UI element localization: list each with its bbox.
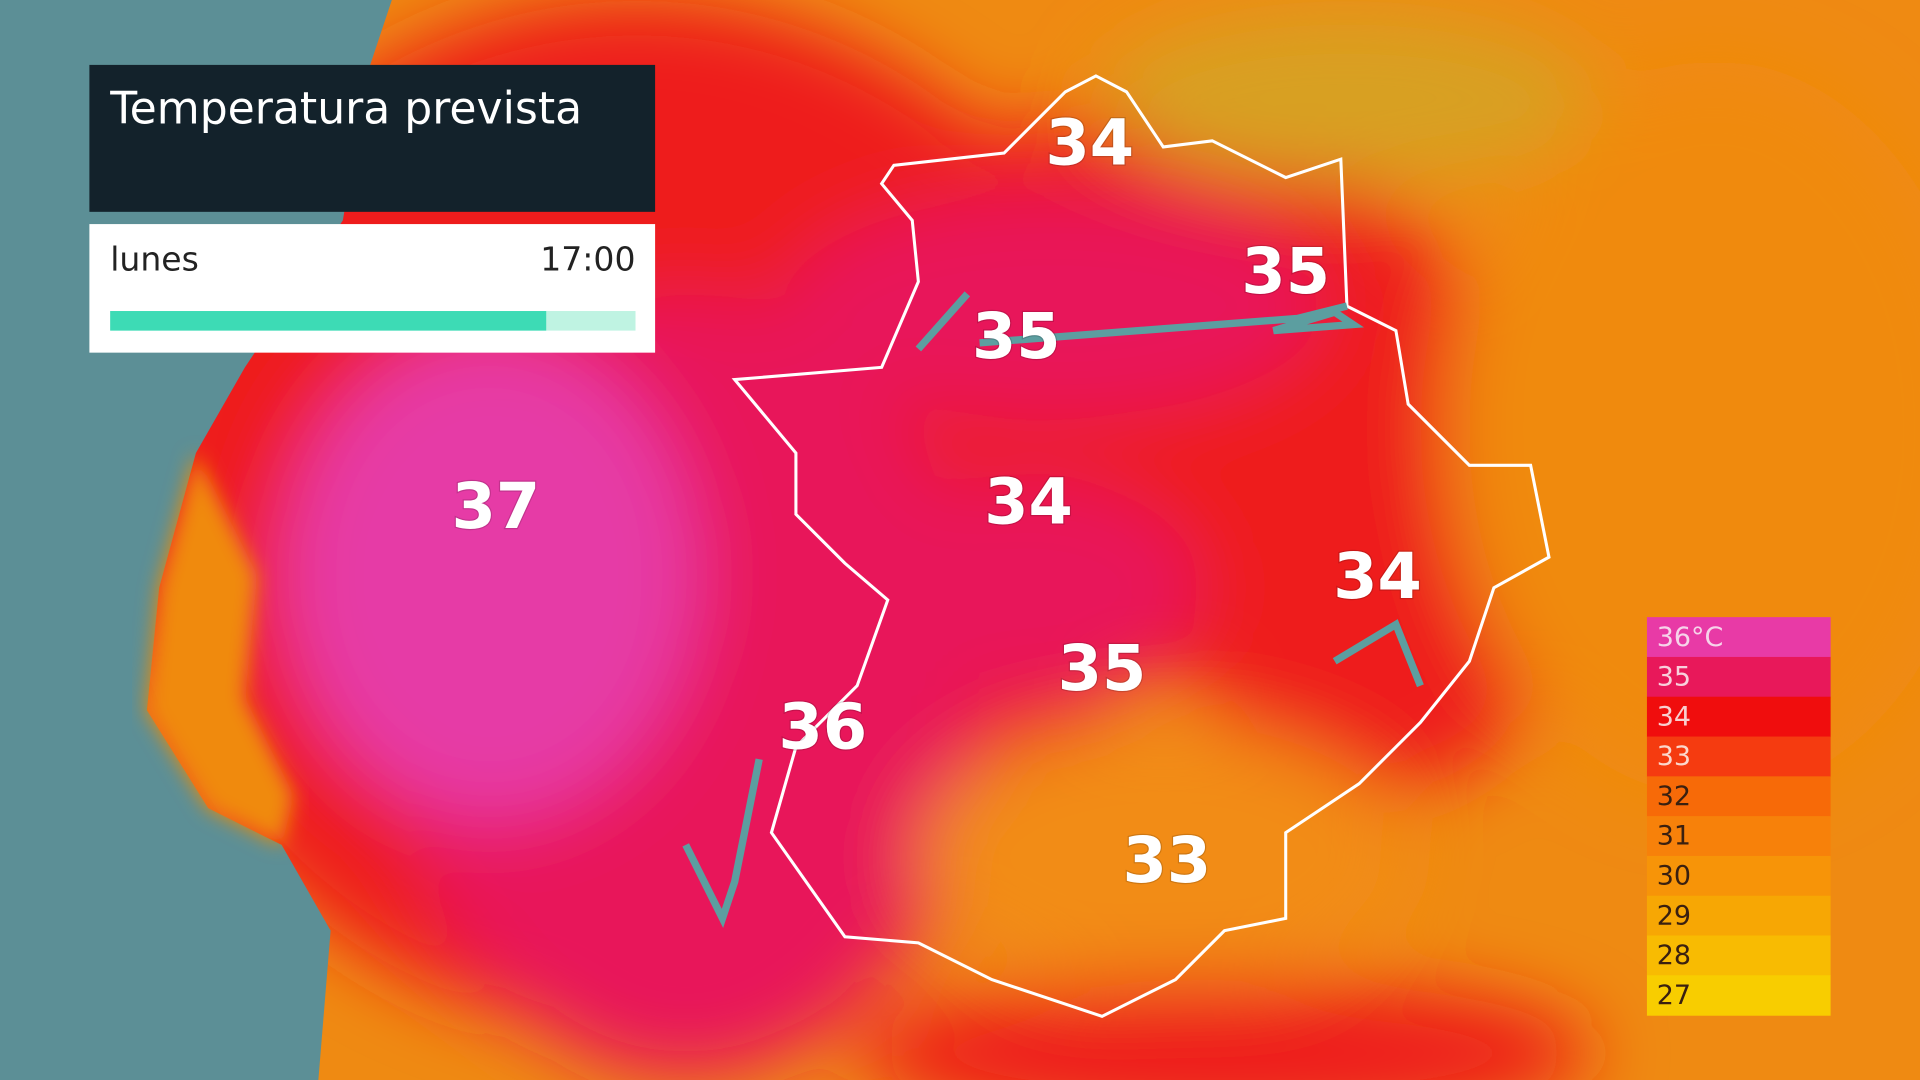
legend-swatch: [1646, 656, 1831, 698]
region-outline: [731, 74, 1551, 1018]
legend-label: 28: [1657, 940, 1691, 971]
temperature-label: 33: [1123, 824, 1212, 898]
legend-label: 29: [1657, 900, 1691, 931]
legend: 36°C 35 34 33 32 31 30 29 28 27: [1646, 617, 1831, 1016]
rivers: [682, 291, 1424, 928]
progress-bar: [110, 311, 547, 331]
legend-swatch: [1646, 816, 1831, 857]
legend-label: 36°C: [1657, 622, 1724, 653]
legend-swatch: [1646, 617, 1831, 658]
temperature-label: 35: [972, 300, 1061, 374]
legend-swatch: [1646, 855, 1831, 897]
legend-label: 34: [1657, 701, 1691, 732]
legend-label: 31: [1657, 821, 1691, 852]
temperature-label: 34: [1333, 540, 1422, 614]
legend-label: 35: [1657, 662, 1691, 693]
temperature-label: 36: [779, 691, 868, 765]
heat-field: [122, 0, 1920, 1080]
temperature-label: 34: [984, 465, 1073, 539]
legend-swatch: [1646, 736, 1831, 777]
legend-label: 32: [1657, 781, 1691, 812]
legend-swatch: [1646, 895, 1831, 937]
day: lunes: [110, 239, 199, 278]
legend-swatch: [1646, 975, 1831, 1016]
legend-swatch: [1646, 776, 1831, 817]
title-panel: [89, 64, 656, 212]
temperature-labels: 34 35 35 37 34 34 35 36 33: [450, 105, 1423, 899]
temperature-label: 35: [1241, 235, 1330, 309]
title: Temperatura prevista: [109, 83, 582, 134]
legend-label: 33: [1657, 741, 1691, 772]
legend-swatch: [1646, 696, 1831, 738]
temperature-label: 35: [1058, 632, 1147, 706]
time-panel: [89, 224, 656, 353]
time: 17:00: [540, 239, 635, 278]
temperature-label: 34: [1045, 107, 1134, 181]
legend-label: 27: [1657, 980, 1691, 1011]
legend-swatch: [1646, 935, 1831, 976]
legend-label: 30: [1657, 861, 1691, 892]
temperature-label: 37: [452, 470, 541, 544]
coast: [146, 453, 294, 845]
